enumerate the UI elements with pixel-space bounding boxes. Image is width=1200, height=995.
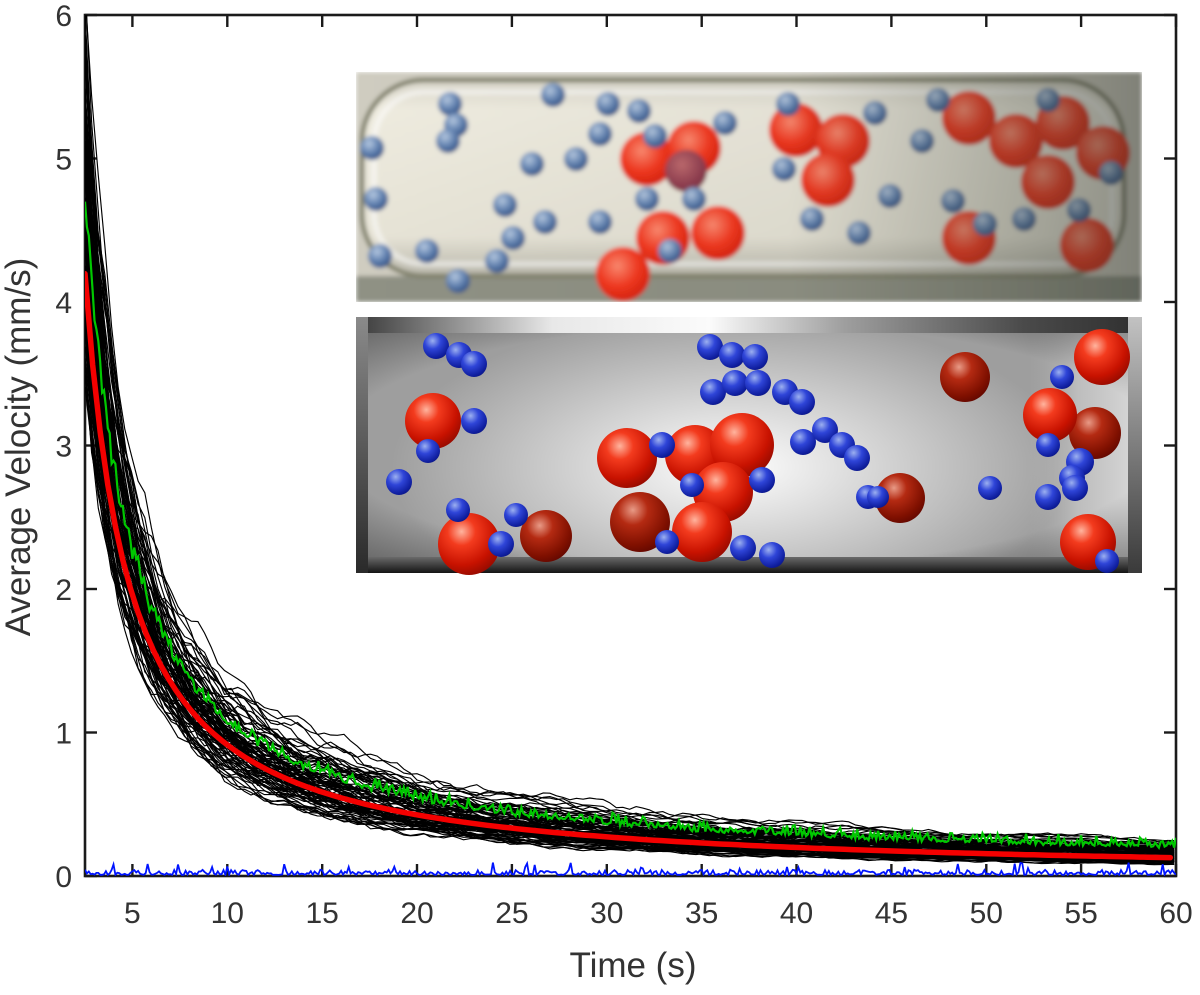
render-blue-sphere — [730, 535, 756, 561]
render-blue-sphere — [423, 333, 449, 359]
render-red-sphere — [405, 393, 461, 449]
render-blue-sphere — [867, 486, 889, 508]
render-blue-sphere — [1050, 365, 1074, 389]
render-blue-sphere — [446, 498, 470, 522]
render-blue-sphere — [1095, 549, 1119, 573]
render-bevel-right — [1128, 317, 1142, 573]
x-tick-label: 20 — [400, 897, 433, 930]
render-bevel-top — [356, 317, 1142, 333]
fit-curve — [85, 270, 1174, 861]
trial-curve — [85, 146, 1175, 848]
render-red-sphere-dark — [520, 510, 572, 562]
y-tick-label: 3 — [55, 431, 72, 464]
x-tick-label: 15 — [306, 897, 339, 930]
trial-curve — [85, 99, 1175, 843]
trial-curve — [85, 346, 1175, 852]
render-blue-sphere — [488, 531, 514, 557]
x-tick-label: 10 — [211, 897, 244, 930]
x-tick-label: 35 — [685, 897, 718, 930]
render-blue-sphere — [1036, 433, 1060, 457]
render-red-sphere-dark — [940, 352, 990, 402]
render-blue-sphere — [649, 432, 675, 458]
render-blue-sphere — [812, 417, 838, 443]
x-tick-label: 50 — [970, 897, 1003, 930]
photo-shade-overlay — [356, 72, 1142, 302]
x-tick-label: 45 — [875, 897, 908, 930]
y-tick-label: 1 — [55, 718, 72, 751]
y-tick-label: 5 — [55, 144, 72, 177]
curves — [85, 15, 1176, 876]
render-blue-sphere — [1035, 484, 1061, 510]
render-blue-sphere — [742, 344, 768, 370]
render-blue-sphere — [697, 334, 723, 360]
photo-content — [356, 72, 1142, 302]
render-red-sphere — [1074, 329, 1130, 385]
trial-curve — [85, 151, 1175, 863]
x-tick-label: 30 — [590, 897, 623, 930]
y-tick-label: 2 — [55, 574, 72, 607]
render-blue-sphere — [655, 530, 679, 554]
render-blue-sphere — [1062, 475, 1088, 501]
render-blue-sphere — [719, 342, 745, 368]
render-red-sphere-dark — [1069, 407, 1121, 459]
y-tick-label: 4 — [55, 287, 72, 320]
trial-curve — [85, 88, 1175, 848]
render-blue-sphere — [461, 351, 487, 377]
render-red-sphere — [710, 413, 774, 477]
render-red-sphere — [438, 513, 500, 575]
noise-curve — [85, 860, 1176, 876]
render-blue-sphere — [416, 439, 440, 463]
trial-curve — [85, 272, 1175, 853]
render-red-sphere-dark — [610, 492, 670, 552]
render-blue-sphere — [745, 370, 771, 396]
x-tick-label: 55 — [1064, 897, 1097, 930]
y-axis-title: Average Velocity (mm/s) — [0, 258, 38, 637]
render-blue-sphere — [749, 467, 775, 493]
inset-experiment-photo — [356, 72, 1142, 302]
render-red-sphere — [597, 428, 657, 488]
x-tick-label: 40 — [780, 897, 813, 930]
render-blue-sphere — [759, 542, 785, 568]
mean-curve — [85, 201, 1176, 851]
render-bevel-left — [356, 317, 368, 573]
x-tick-label: 5 — [124, 897, 141, 930]
render-red-sphere-dark — [875, 473, 925, 523]
y-tick-label: 0 — [55, 861, 72, 894]
y-tick-label: 6 — [55, 0, 72, 33]
x-tick-label: 60 — [1159, 897, 1192, 930]
render-blue-sphere — [844, 445, 870, 471]
trial-curve — [85, 45, 1175, 844]
render-blue-sphere — [504, 503, 528, 527]
inset-simulation-render — [356, 312, 1142, 622]
trial-curve — [85, 41, 1175, 844]
x-axis-title: Time (s) — [569, 946, 696, 985]
render-blue-sphere — [790, 429, 816, 455]
render-blue-sphere — [386, 469, 412, 495]
render-blue-sphere — [680, 473, 704, 497]
render-blue-sphere — [700, 379, 726, 405]
render-red-sphere — [672, 502, 732, 562]
render-blue-sphere — [789, 389, 815, 415]
render-blue-sphere — [978, 476, 1002, 500]
render-blue-sphere — [722, 370, 748, 396]
render-red-sphere — [1023, 388, 1077, 442]
render-blue-sphere — [461, 408, 487, 434]
x-tick-label: 25 — [495, 897, 528, 930]
